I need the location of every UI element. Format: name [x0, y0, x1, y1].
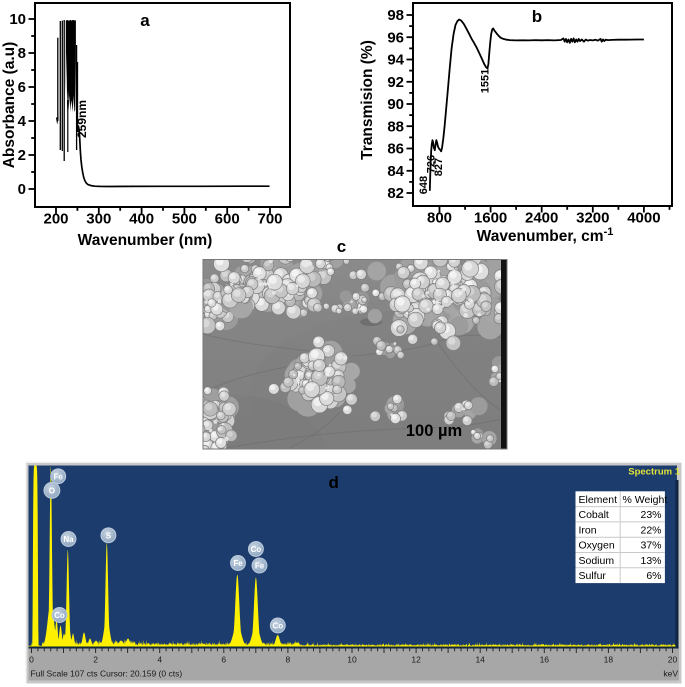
svg-text:300: 300: [86, 211, 111, 228]
svg-text:1600: 1600: [474, 210, 507, 227]
svg-text:12: 12: [411, 655, 421, 665]
svg-text:1551: 1551: [480, 69, 492, 93]
svg-text:16: 16: [540, 655, 550, 665]
svg-text:4: 4: [157, 655, 162, 665]
svg-text:37%: 37%: [640, 540, 661, 552]
svg-text:700: 700: [257, 211, 282, 228]
svg-text:13%: 13%: [640, 555, 661, 567]
svg-text:3200: 3200: [576, 210, 609, 227]
svg-text:6: 6: [18, 79, 26, 96]
svg-text:c: c: [337, 237, 346, 256]
svg-text:14: 14: [475, 655, 485, 665]
svg-text:0: 0: [18, 181, 26, 198]
svg-text:827: 827: [433, 158, 445, 176]
svg-text:2400: 2400: [525, 210, 558, 227]
svg-text:98: 98: [387, 7, 404, 24]
svg-text:400: 400: [129, 211, 154, 228]
svg-text:Co: Co: [251, 545, 262, 554]
svg-text:23%: 23%: [640, 509, 661, 521]
svg-text:% Weight: % Weight: [623, 494, 668, 506]
svg-text:8: 8: [18, 45, 26, 62]
svg-text:18: 18: [604, 655, 614, 665]
svg-text:4000: 4000: [627, 210, 660, 227]
svg-text:Absorbance (a.u): Absorbance (a.u): [1, 42, 18, 169]
svg-text:b: b: [532, 7, 542, 26]
svg-text:82: 82: [387, 185, 404, 202]
svg-text:Wavenumber (nm): Wavenumber (nm): [78, 232, 213, 249]
svg-text:94: 94: [387, 52, 404, 69]
svg-text:500: 500: [172, 211, 197, 228]
svg-text:92: 92: [387, 74, 404, 91]
svg-text:2: 2: [18, 147, 26, 164]
svg-text:Sulfur: Sulfur: [579, 570, 607, 582]
svg-text:2: 2: [93, 655, 98, 665]
svg-text:Sodium: Sodium: [579, 555, 615, 567]
svg-text:20: 20: [668, 655, 678, 665]
svg-text:4: 4: [18, 113, 27, 130]
svg-text:Spectrum 1: Spectrum 1: [628, 467, 680, 478]
svg-text:Fe: Fe: [255, 562, 265, 571]
svg-text:Full Scale 107 cts Cursor: 20.: Full Scale 107 cts Cursor: 20.159 (0 cts…: [31, 669, 183, 679]
svg-text:Co: Co: [272, 622, 283, 631]
svg-text:22%: 22%: [640, 524, 661, 536]
svg-text:90: 90: [387, 96, 404, 113]
svg-text:6%: 6%: [646, 570, 661, 582]
svg-text:Na: Na: [63, 535, 74, 544]
svg-text:8: 8: [286, 655, 291, 665]
svg-text:keV: keV: [663, 669, 678, 679]
svg-text:Wavenumber, cm-1: Wavenumber, cm-1: [477, 226, 614, 245]
svg-text:800: 800: [427, 210, 452, 227]
svg-text:88: 88: [387, 118, 404, 135]
svg-text:200: 200: [43, 211, 68, 228]
svg-text:600: 600: [215, 211, 240, 228]
svg-text:S: S: [106, 532, 112, 541]
svg-text:10: 10: [347, 655, 357, 665]
svg-text:a: a: [140, 11, 150, 30]
svg-text:84: 84: [387, 163, 404, 180]
svg-text:Transmision (%): Transmision (%): [359, 40, 376, 160]
svg-text:Oxygen: Oxygen: [579, 540, 615, 552]
svg-text:d: d: [329, 473, 339, 492]
svg-text:86: 86: [387, 141, 404, 158]
svg-text:Fe: Fe: [233, 559, 243, 568]
svg-text:Co: Co: [54, 611, 65, 620]
svg-text:96: 96: [387, 30, 404, 47]
svg-text:0: 0: [29, 655, 34, 665]
svg-text:100 µm: 100 µm: [406, 422, 462, 440]
svg-text:O: O: [49, 487, 55, 496]
svg-text:648: 648: [418, 176, 430, 194]
svg-text:6: 6: [221, 655, 226, 665]
svg-text:Iron: Iron: [579, 524, 597, 536]
svg-text:Element: Element: [579, 494, 618, 506]
svg-text:10: 10: [9, 11, 26, 28]
svg-text:Cobalt: Cobalt: [579, 509, 609, 521]
svg-text:Fe: Fe: [54, 473, 64, 482]
